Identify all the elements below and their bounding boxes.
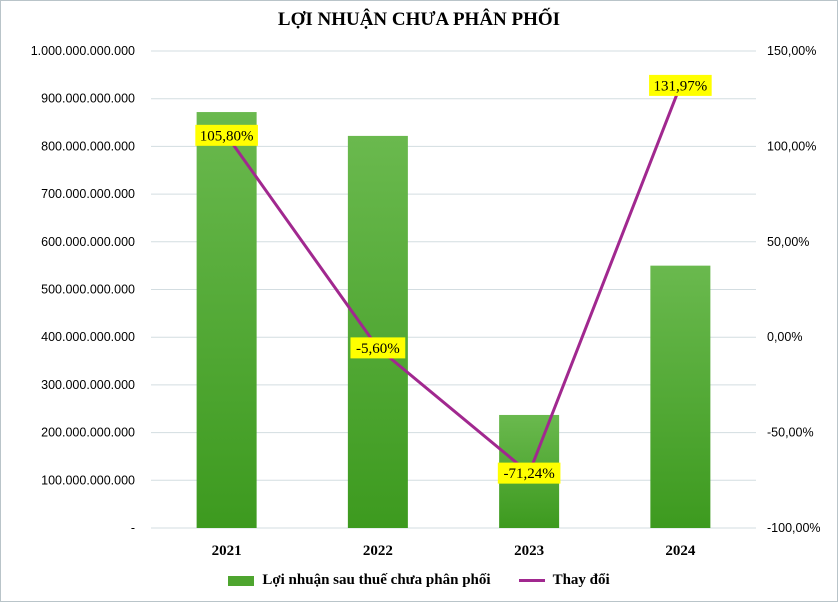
data-label-highlight (497, 462, 561, 484)
category-label: 2022 (363, 543, 393, 559)
data-label: 105,80% (200, 128, 254, 144)
right-axis-tick-label: 100,00% (767, 139, 816, 153)
right-axis-tick-label: -100,00% (767, 521, 821, 535)
left-axis-tick-label: 500.000.000.000 (41, 283, 135, 297)
left-axis-tick-label: 600.000.000.000 (41, 235, 135, 249)
left-axis-tick-label: 200.000.000.000 (41, 426, 135, 440)
legend-label-change: Thay đổi (552, 572, 610, 588)
bar (650, 265, 711, 528)
data-label-highlight (350, 337, 406, 359)
data-label: -71,24% (504, 466, 555, 482)
data-label-highlight (649, 74, 712, 96)
data-label: -5,60% (356, 341, 400, 357)
legend-item-profit: Lợi nhuận sau thuế chưa phân phối (228, 572, 491, 589)
left-axis-tick-label: 100.000.000.000 (41, 473, 135, 487)
category-label: 2024 (665, 543, 696, 559)
category-label: 2023 (514, 543, 544, 559)
left-axis-tick-label: 300.000.000.000 (41, 378, 135, 392)
legend-label-profit: Lợi nhuận sau thuế chưa phân phối (262, 572, 491, 588)
left-axis-tick-label: - (131, 521, 135, 535)
left-axis-tick-label: 1.000.000.000.000 (31, 44, 135, 58)
legend-swatch-line (518, 579, 545, 582)
left-axis-tick-label: 400.000.000.000 (41, 330, 135, 344)
bar (347, 135, 408, 528)
right-axis-tick-label: -50,00% (767, 426, 814, 440)
change-line (225, 84, 682, 475)
left-axis-tick-label: 900.000.000.000 (41, 92, 135, 106)
legend-swatch-bar (228, 575, 255, 586)
right-axis-tick-label: 0,00% (767, 330, 802, 344)
data-label: 131,97% (654, 78, 708, 94)
left-axis-tick-label: 700.000.000.000 (41, 187, 135, 201)
legend: Lợi nhuận sau thuế chưa phân phối Thay đ… (1, 572, 837, 589)
chart-title: LỢI NHUẬN CHƯA PHÂN PHỐI (277, 9, 561, 30)
legend-item-change: Thay đổi (518, 572, 610, 589)
data-label-highlight (195, 124, 258, 146)
bar (196, 112, 257, 528)
category-label: 2021 (212, 543, 242, 559)
left-axis-tick-label: 800.000.000.000 (41, 139, 135, 153)
right-axis-tick-label: 150,00% (767, 44, 816, 58)
right-axis-tick-label: 50,00% (767, 235, 809, 249)
